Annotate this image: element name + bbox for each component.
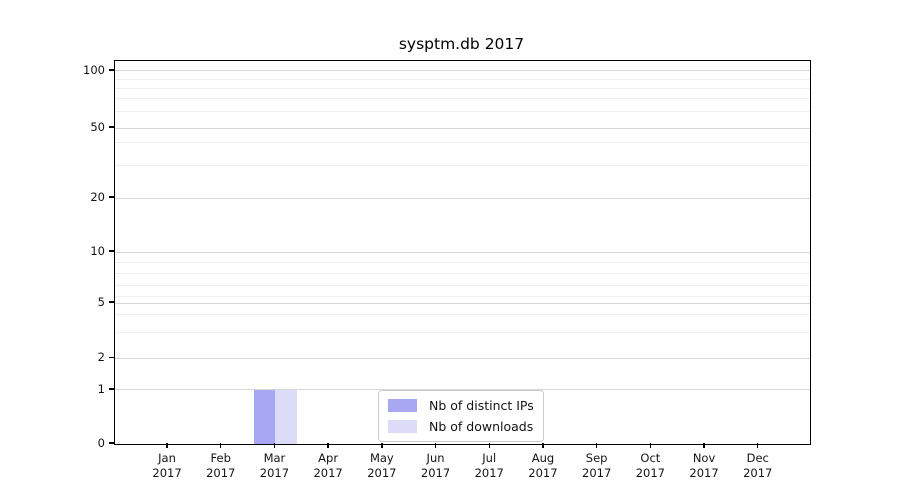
x-tick-mark <box>166 443 168 448</box>
x-tick-mark <box>649 443 652 448</box>
gridline-major <box>115 357 810 359</box>
gridline-minor <box>115 273 810 275</box>
y-tick-mark <box>109 196 114 198</box>
x-tick-label-line: May <box>369 451 394 465</box>
gridline-minor <box>115 164 810 166</box>
gridline-minor <box>115 332 810 334</box>
x-tick-label-line: Mar <box>263 451 286 465</box>
y-tick-mark <box>109 69 114 71</box>
y-tick-label: 5 <box>97 295 105 310</box>
y-tick-label: 20 <box>90 190 105 205</box>
x-tick-mark <box>757 443 759 448</box>
x-tick-label-line: 2017 <box>689 466 719 480</box>
y-tick-label: 1 <box>97 381 105 396</box>
x-tick-label-line: 2017 <box>743 466 773 480</box>
y-tick-label: 50 <box>90 120 105 135</box>
x-tick-label: Nov 2017 <box>672 451 736 481</box>
x-tick-label: Mar 2017 <box>242 451 306 481</box>
y-tick-mark <box>109 356 114 358</box>
x-tick-label-line: Jan <box>158 451 176 465</box>
y-tick-mark <box>109 301 114 303</box>
y-tick-label: 10 <box>90 244 105 259</box>
x-tick-label-line: Feb <box>210 451 231 465</box>
x-tick-label-line: Sep <box>585 451 608 465</box>
x-tick-label-line: 2017 <box>259 466 290 480</box>
legend: Nb of distinct IPs Nb of downloads <box>378 390 544 442</box>
gridline-major <box>115 251 810 253</box>
x-tick-label-line: 2017 <box>206 466 236 480</box>
x-tick-mark <box>703 443 705 448</box>
gridline-major <box>115 70 810 72</box>
x-tick-label-line: Jun <box>426 451 445 465</box>
x-tick-label-line: 2017 <box>582 466 612 480</box>
x-tick-mark <box>220 443 222 448</box>
y-tick-mark <box>109 126 114 128</box>
bar-nb-of-downloads <box>275 389 297 444</box>
legend-label: Nb of distinct IPs <box>429 398 534 413</box>
gridline-minor <box>115 78 810 80</box>
y-tick-label: 100 <box>83 62 105 77</box>
legend-row: Nb of downloads <box>388 419 534 434</box>
x-tick-label-line: 2017 <box>635 466 665 480</box>
gridline-minor <box>115 262 810 264</box>
chart-title: sysptm.db 2017 <box>398 35 525 53</box>
gridline-minor <box>115 98 810 100</box>
y-tick-mark <box>109 442 114 444</box>
y-tick-mark <box>109 250 114 252</box>
x-tick-label: Sep 2017 <box>565 451 629 481</box>
y-tick-label: 0 <box>97 436 105 450</box>
x-tick-label: Jul 2017 <box>457 451 521 481</box>
gridline-major <box>115 127 810 129</box>
x-tick-mark <box>381 443 383 448</box>
x-tick-label: Feb 2017 <box>189 451 253 481</box>
x-tick-label-line: Oct <box>640 451 661 465</box>
x-tick-label-line: 2017 <box>367 466 397 480</box>
legend-swatch <box>388 399 417 412</box>
x-tick-label: May 2017 <box>350 451 414 481</box>
legend-swatch <box>388 420 417 433</box>
x-tick-label-line: 2017 <box>313 466 343 480</box>
x-tick-mark <box>273 443 276 448</box>
gridline-minor <box>115 313 810 315</box>
gridline-minor <box>115 295 810 297</box>
x-tick-label-line: Jul <box>482 451 497 465</box>
x-tick-mark <box>488 443 490 448</box>
x-tick-label-line: 2017 <box>474 466 504 480</box>
plot-area: Nb of distinct IPs Nb of downloads <box>114 60 811 445</box>
x-tick-label-line: Apr <box>318 451 339 465</box>
gridline-minor <box>115 142 810 144</box>
gridline-major <box>115 302 810 304</box>
y-tick-label: 2 <box>97 350 105 365</box>
x-tick-label: Apr 2017 <box>296 451 360 481</box>
x-tick-label-line: 2017 <box>152 466 182 480</box>
x-tick-mark <box>327 443 329 448</box>
x-tick-label: Oct 2017 <box>618 451 682 481</box>
x-tick-label-line: 2017 <box>528 466 558 480</box>
x-tick-label: Aug 2017 <box>511 451 575 481</box>
x-tick-label-line: 2017 <box>420 466 451 480</box>
x-tick-label-line: Nov <box>692 451 716 465</box>
x-tick-label-line: Aug <box>531 451 555 465</box>
gridline-minor <box>115 87 810 89</box>
x-tick-mark <box>595 443 598 448</box>
y-tick-mark <box>109 388 114 390</box>
gridline-minor <box>115 110 810 112</box>
x-tick-mark <box>542 443 544 448</box>
x-tick-label: Dec 2017 <box>726 451 790 481</box>
gridline-major <box>115 197 810 199</box>
gridline-major <box>115 389 810 391</box>
legend-row: Nb of distinct IPs <box>388 398 534 413</box>
gridline-minor <box>115 285 810 287</box>
x-tick-label: Jan 2017 <box>135 451 199 481</box>
x-tick-label-line: Dec <box>746 451 769 465</box>
bar-nb-of-distinct-ips <box>253 389 276 444</box>
x-tick-label: Jun 2017 <box>404 451 468 481</box>
legend-label: Nb of downloads <box>429 419 534 434</box>
x-tick-mark <box>434 443 437 448</box>
